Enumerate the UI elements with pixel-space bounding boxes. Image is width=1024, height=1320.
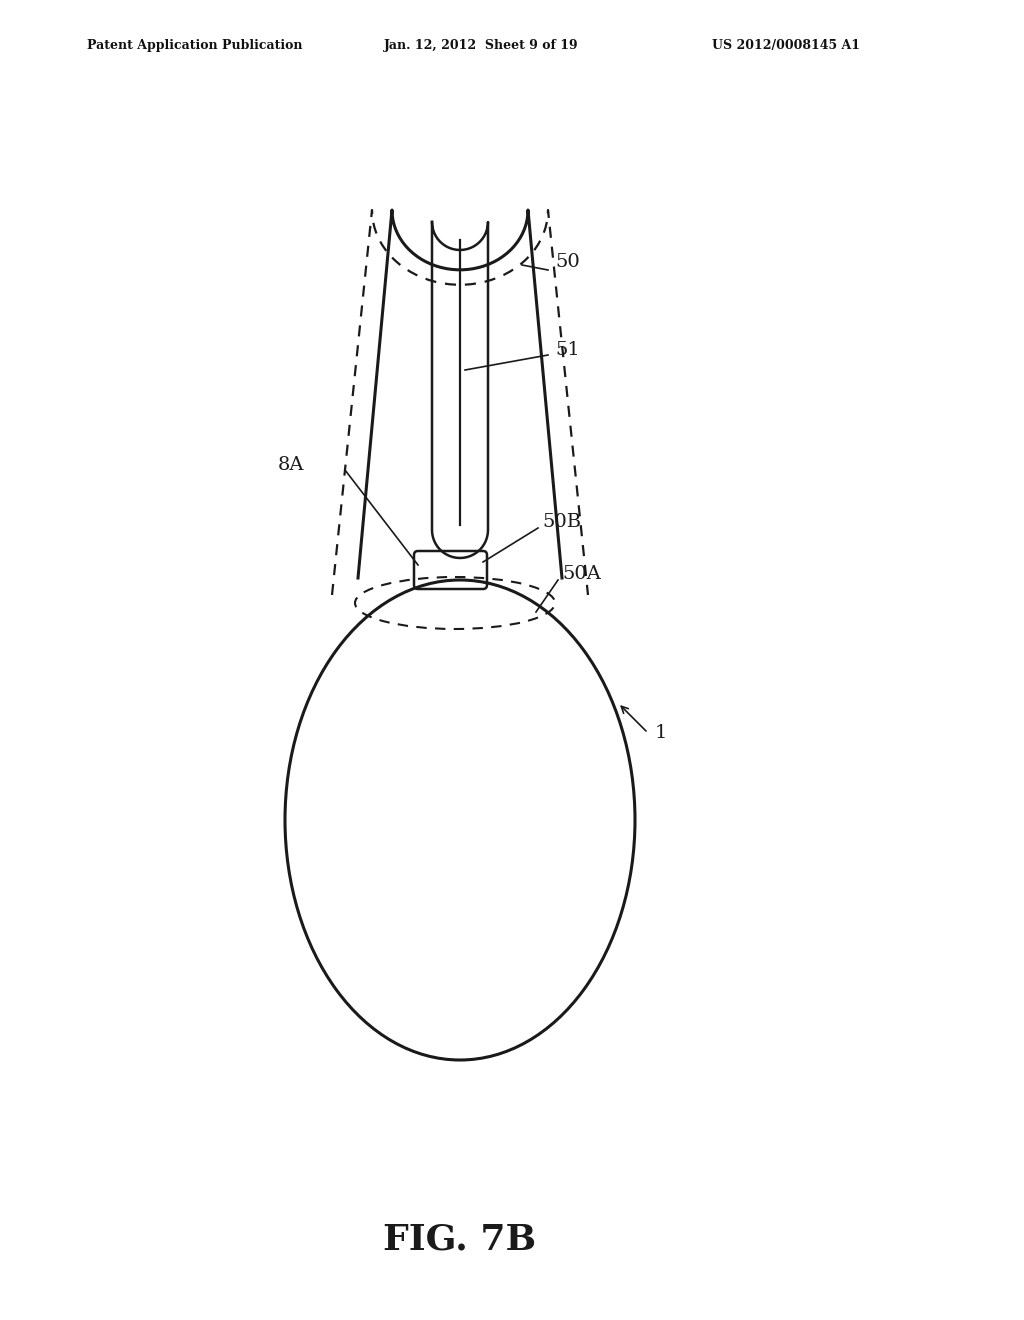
Text: 8A: 8A: [278, 455, 304, 474]
Text: 1: 1: [655, 723, 668, 742]
Text: US 2012/0008145 A1: US 2012/0008145 A1: [712, 38, 860, 51]
Text: 50A: 50A: [562, 565, 601, 583]
Text: 50B: 50B: [542, 513, 582, 531]
Text: Jan. 12, 2012  Sheet 9 of 19: Jan. 12, 2012 Sheet 9 of 19: [384, 38, 579, 51]
Text: 50: 50: [555, 253, 580, 271]
Text: Patent Application Publication: Patent Application Publication: [87, 38, 302, 51]
Text: FIG. 7B: FIG. 7B: [383, 1224, 537, 1257]
Text: 51: 51: [555, 341, 580, 359]
